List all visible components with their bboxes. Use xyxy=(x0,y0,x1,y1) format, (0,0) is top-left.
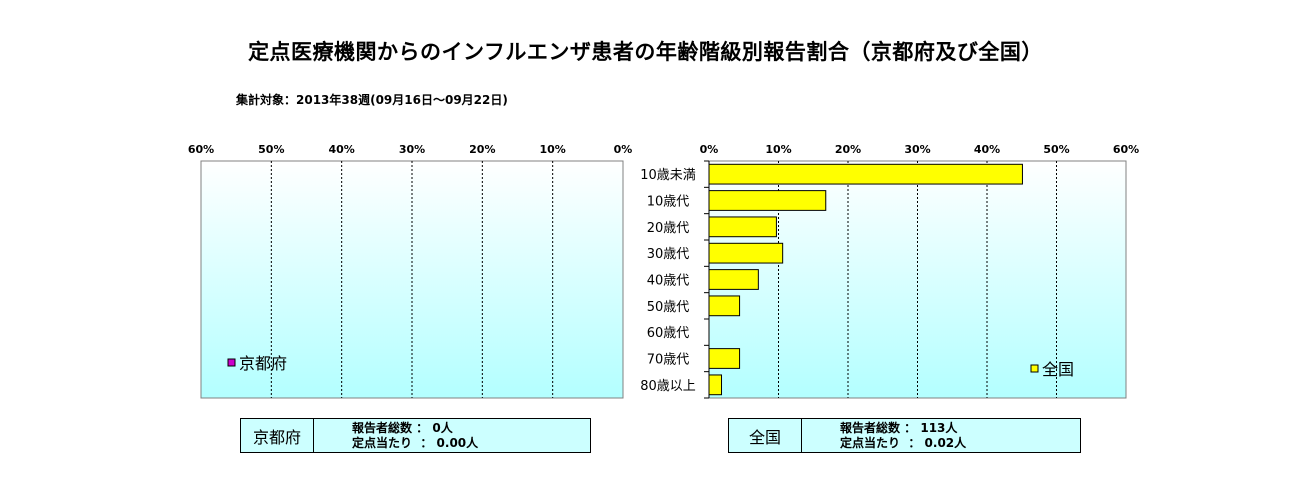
chart-subtitle: 集計対象：2013年38週(09月16日～09月22日) xyxy=(236,93,508,107)
national-info-region: 全国 xyxy=(729,419,802,452)
category-label: 30歳代 xyxy=(647,247,690,262)
right-axis-tick-label: 0% xyxy=(700,143,719,156)
right-axis-tick-label: 50% xyxy=(1043,143,1069,156)
right-axis-tick-label: 20% xyxy=(835,143,861,156)
national-bar xyxy=(708,295,741,317)
national-bar xyxy=(708,242,784,264)
left-axis-tick-label: 60% xyxy=(188,143,214,156)
national-bar xyxy=(708,269,759,290)
left-axis-tick-label: 40% xyxy=(328,143,354,156)
legend-national: 全国 xyxy=(1030,360,1074,379)
legend-kyoto: 京都府 xyxy=(227,354,287,373)
right-axis-tick-label: 60% xyxy=(1113,143,1139,156)
left-axis-tick-label: 10% xyxy=(539,143,565,156)
category-label: 60歳代 xyxy=(647,326,690,341)
kyoto-info-region: 京都府 xyxy=(241,419,314,452)
national-per-sentinel: 定点当たり ： 0.02人 xyxy=(840,435,967,450)
category-label: 10歳未満 xyxy=(640,168,696,183)
category-label: 80歳以上 xyxy=(640,379,696,394)
national-bar xyxy=(708,374,723,396)
national-total-reports: 報告者総数 ： 113人 xyxy=(840,420,958,435)
category-label: 40歳代 xyxy=(647,274,690,289)
legend-kyoto-swatch xyxy=(227,358,236,367)
kyoto-per-sentinel: 定点当たり ： 0.00人 xyxy=(352,435,479,450)
kyoto-info-box: 京都府 報告者総数 ： 0人 定点当たり ： 0.00人 xyxy=(240,418,591,453)
national-info-box: 全国 報告者総数 ： 113人 定点当たり ： 0.02人 xyxy=(728,418,1081,453)
national-info-stats: 報告者総数 ： 113人 定点当たり ： 0.02人 xyxy=(802,419,966,452)
legend-kyoto-label: 京都府 xyxy=(239,354,287,373)
category-label: 20歳代 xyxy=(647,221,690,236)
legend-national-label: 全国 xyxy=(1042,360,1074,379)
left-axis-tick-label: 50% xyxy=(258,143,284,156)
kyoto-total-reports: 報告者総数 ： 0人 xyxy=(352,420,453,435)
left-axis-tick-label: 30% xyxy=(399,143,425,156)
right-axis-tick-label: 30% xyxy=(904,143,930,156)
chart-title: 定点医療機関からのインフルエンザ患者の年齢階級別報告割合（京都府及び全国） xyxy=(248,40,1043,64)
left-axis-tick-label: 0% xyxy=(614,143,633,156)
national-bar xyxy=(708,163,1023,185)
category-label: 10歳代 xyxy=(647,195,690,210)
category-label: 50歳代 xyxy=(647,300,690,315)
national-bar xyxy=(708,348,741,369)
right-axis-tick-label: 40% xyxy=(974,143,1000,156)
left-axis-tick-label: 20% xyxy=(469,143,495,156)
right-axis-tick-label: 10% xyxy=(765,143,791,156)
national-bar xyxy=(708,190,827,211)
kyoto-info-stats: 報告者総数 ： 0人 定点当たり ： 0.00人 xyxy=(314,419,478,452)
category-label: 70歳代 xyxy=(647,353,690,368)
national-bar xyxy=(708,216,777,238)
legend-national-swatch xyxy=(1030,364,1039,373)
